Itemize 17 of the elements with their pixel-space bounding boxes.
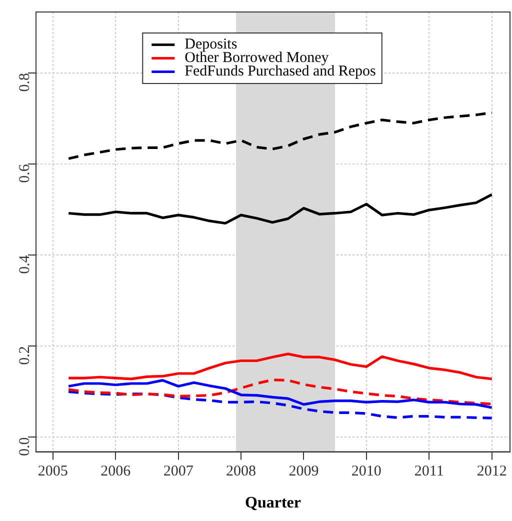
legend-label: Other Borrowed Money — [184, 50, 330, 66]
x-tick-label: 2009 — [288, 464, 319, 480]
y-tick-label: 0.8 — [16, 73, 33, 92]
y-tick-label: 0.2 — [16, 346, 33, 365]
legend-label: FedFunds Purchased and Repos — [184, 64, 376, 80]
x-tick-label: 2010 — [351, 464, 382, 480]
y-tick-label: 0.6 — [16, 164, 33, 183]
x-tick-label: 2005 — [38, 464, 68, 480]
x-tick-label: 2007 — [163, 464, 194, 480]
x-tick-label: 2011 — [414, 464, 444, 480]
x-tick-label: 2008 — [226, 464, 256, 480]
y-tick-label: 0.0 — [16, 437, 33, 456]
x-axis-title: Quarter — [245, 494, 301, 512]
y-tick-label: 0.4 — [16, 254, 33, 274]
x-tick-label: 2012 — [476, 464, 507, 480]
legend-label: Deposits — [184, 36, 238, 53]
x-tick-label: 2006 — [100, 464, 132, 480]
